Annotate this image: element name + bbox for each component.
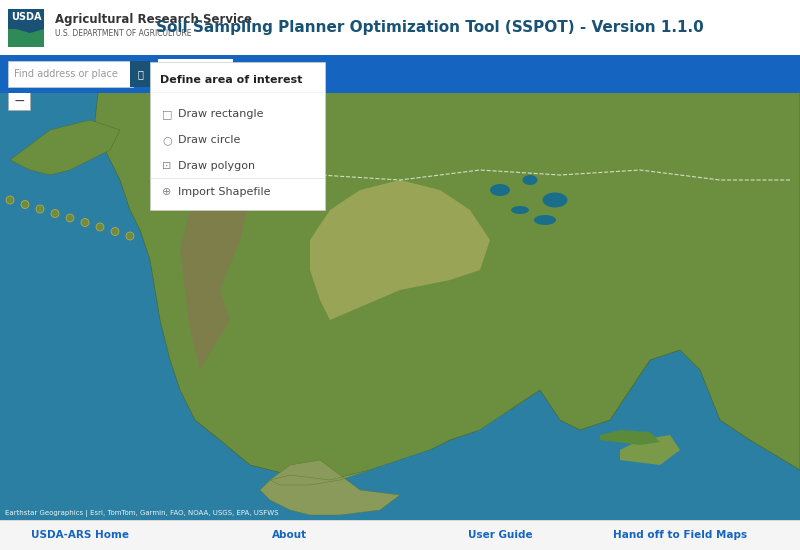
Bar: [0, 520, 800, 550]
FancyBboxPatch shape: [8, 61, 133, 87]
Polygon shape: [95, 55, 800, 480]
Circle shape: [111, 228, 119, 235]
Text: Define Area: Define Area: [158, 69, 232, 79]
Bar: [130, 61, 150, 87]
Text: User Guide: User Guide: [468, 530, 532, 540]
Ellipse shape: [542, 192, 567, 207]
FancyBboxPatch shape: [8, 64, 30, 110]
Text: Draw polygon: Draw polygon: [178, 161, 255, 171]
Text: About: About: [273, 530, 307, 540]
Text: ⊡: ⊡: [162, 161, 171, 171]
Polygon shape: [340, 410, 520, 495]
Circle shape: [96, 223, 104, 231]
Polygon shape: [10, 120, 120, 175]
Circle shape: [81, 218, 89, 227]
Text: □: □: [162, 109, 173, 119]
Text: Earthstar Geographics | Esri, TomTom, Garmin, FAO, NOAA, USGS, EPA, USFWS: Earthstar Geographics | Esri, TomTom, Ga…: [5, 510, 278, 517]
Text: U.S. DEPARTMENT OF AGRICULTURE: U.S. DEPARTMENT OF AGRICULTURE: [55, 29, 191, 37]
Circle shape: [6, 196, 14, 204]
Polygon shape: [600, 430, 660, 445]
Circle shape: [66, 214, 74, 222]
FancyBboxPatch shape: [150, 62, 325, 210]
Polygon shape: [8, 29, 44, 47]
Text: +: +: [14, 64, 24, 78]
Text: Find address or place: Find address or place: [14, 69, 118, 79]
FancyBboxPatch shape: [158, 59, 233, 89]
Polygon shape: [180, 130, 260, 370]
Bar: [0, 0, 800, 55]
Text: Soil Sampling Planner Optimization Tool (SSPOT) - Version 1.1.0: Soil Sampling Planner Optimization Tool …: [156, 20, 704, 35]
Circle shape: [21, 201, 29, 208]
Text: Draw circle: Draw circle: [178, 135, 240, 145]
Circle shape: [126, 232, 134, 240]
Ellipse shape: [522, 175, 538, 185]
Circle shape: [36, 205, 44, 213]
Bar: [0, 55, 800, 520]
Text: Analysis: Analysis: [254, 69, 306, 79]
Text: 🔍: 🔍: [137, 69, 143, 79]
Text: −: −: [13, 94, 25, 108]
Ellipse shape: [511, 206, 529, 214]
Text: Hand off to Field Maps: Hand off to Field Maps: [613, 530, 747, 540]
Text: Import Shapefile: Import Shapefile: [178, 187, 270, 197]
Text: Define area of interest: Define area of interest: [160, 75, 302, 85]
Polygon shape: [620, 435, 680, 465]
Text: Agricultural Research Service: Agricultural Research Service: [55, 13, 252, 25]
Text: ⊕: ⊕: [162, 187, 171, 197]
Polygon shape: [310, 180, 490, 320]
Text: Draw rectangle: Draw rectangle: [178, 109, 263, 119]
Circle shape: [51, 210, 59, 217]
Polygon shape: [260, 460, 400, 515]
Ellipse shape: [534, 215, 556, 225]
Bar: [8, 9, 44, 47]
Text: ○: ○: [162, 135, 172, 145]
Text: USDA: USDA: [10, 12, 42, 22]
Bar: [0, 55, 800, 93]
Ellipse shape: [490, 184, 510, 196]
Text: USDA-ARS Home: USDA-ARS Home: [31, 530, 129, 540]
